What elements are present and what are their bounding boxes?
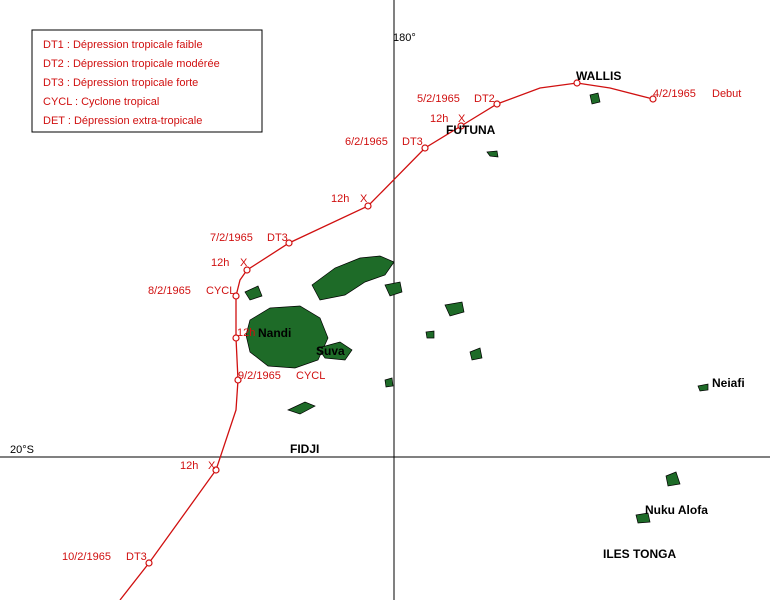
- track-stage: DT3: [267, 232, 288, 244]
- track-date: 12h: [180, 460, 198, 472]
- meridian-label: 180°: [393, 32, 416, 44]
- legend-item: DET : Dépression extra-tropicale: [43, 115, 202, 127]
- cyclone-track: [119, 82, 654, 600]
- legend: DT1 : Dépression tropicale faible DT2 : D…: [43, 39, 220, 127]
- track-stage: X: [208, 460, 216, 472]
- place-label: Nuku Alofa: [645, 503, 708, 517]
- track-stage: CYCL: [296, 370, 325, 382]
- parallel-label: 20°S: [10, 444, 34, 456]
- legend-item: DT2 : Dépression tropicale modérée: [43, 58, 220, 70]
- track-stage: Debut: [712, 88, 741, 100]
- place-label: WALLIS: [576, 69, 621, 83]
- legend-item: CYCL : Cyclone tropical: [43, 96, 159, 108]
- place-label: ILES TONGA: [603, 547, 676, 561]
- track-stage: DT3: [126, 551, 147, 563]
- track-stage: DT3: [402, 136, 423, 148]
- place-label: Neiafi: [712, 376, 745, 390]
- track-date: 12h: [237, 327, 255, 339]
- track-labels: 4/2/1965 Debut 5/2/1965 DT2 12h X 6/2/1965 DT3 1…: [62, 88, 741, 563]
- track-points: [145, 79, 657, 567]
- track-date: 8/2/1965: [148, 285, 191, 297]
- track-date: 12h: [430, 113, 448, 125]
- place-label: Nandi: [258, 326, 291, 340]
- islands: [244, 92, 709, 524]
- track-date: 4/2/1965: [653, 88, 696, 100]
- track-date: 12h: [211, 257, 229, 269]
- place-label: FIDJI: [290, 442, 319, 456]
- track-stage: X: [360, 193, 368, 205]
- track-stage: X: [458, 113, 466, 125]
- track-date: 5/2/1965: [417, 93, 460, 105]
- legend-item: DT1 : Dépression tropicale faible: [43, 39, 203, 51]
- place-label: Suva: [316, 344, 345, 358]
- legend-item: DT3 : Dépression tropicale forte: [43, 77, 198, 89]
- track-stage: CYCL: [206, 285, 235, 297]
- track-date: 6/2/1965: [345, 136, 388, 148]
- track-stage: X: [240, 257, 248, 269]
- place-label: FUTUNA: [446, 123, 496, 137]
- track-date: 9/2/1965: [238, 370, 281, 382]
- track-stage: DT2: [474, 93, 495, 105]
- track-date: 12h: [331, 193, 349, 205]
- legend-box: [31, 29, 263, 133]
- track-date: 10/2/1965: [62, 551, 111, 563]
- track-date: 7/2/1965: [210, 232, 253, 244]
